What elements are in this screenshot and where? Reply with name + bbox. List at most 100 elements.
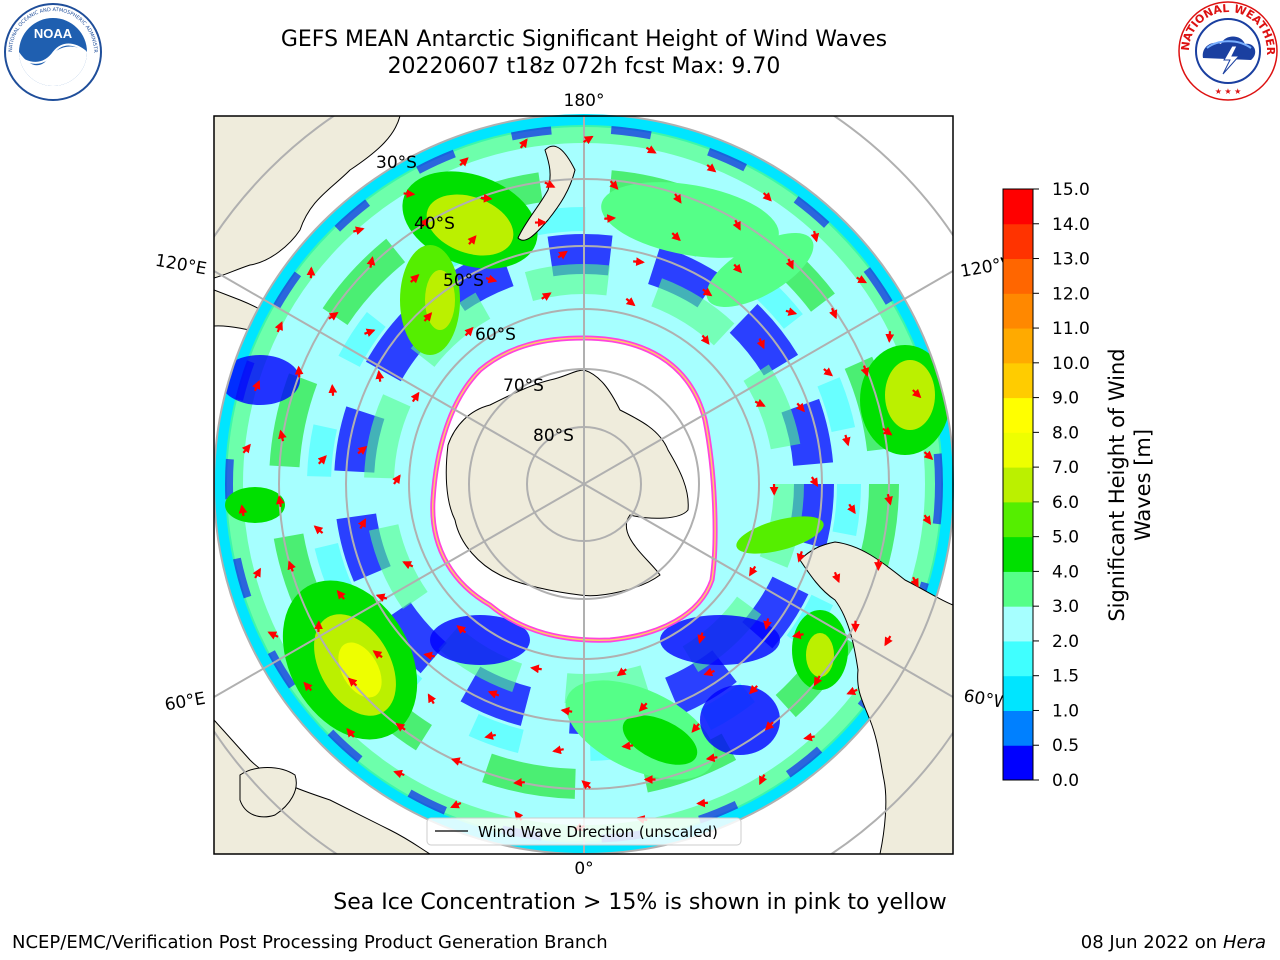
nws-logo-icon: NATIONAL WEATHER SERVICE ★ ★ ★ [1177, 0, 1278, 101]
lat-label-30s: 30°S [376, 153, 417, 173]
direction-arrow [336, 589, 346, 600]
direction-arrow [696, 798, 709, 808]
direction-arrow [276, 495, 285, 507]
direction-arrow [313, 525, 324, 535]
direction-arrow [581, 780, 592, 790]
colorbar-tick-label: 15.0 [1052, 180, 1090, 200]
lat-label-80s: 80°S [533, 426, 574, 446]
direction-arrow [697, 632, 706, 644]
direction-arrow [785, 258, 794, 270]
direction-arrow [856, 275, 868, 284]
direction-arrow [700, 334, 710, 345]
colorbar-swatch [1003, 223, 1033, 260]
direction-arrow [829, 307, 838, 320]
colorbar-tick-label: 10.0 [1052, 354, 1090, 374]
map-frame [213, 115, 954, 855]
direction-arrow [518, 138, 528, 149]
direction-arrow [749, 565, 758, 577]
direction-arrow [604, 214, 617, 223]
colorbar-swatch [1003, 675, 1033, 711]
direction-arrow [395, 722, 406, 732]
direction-arrow [409, 274, 420, 284]
direction-arrow [328, 384, 338, 396]
colorbar-swatch [1003, 501, 1033, 538]
map-legend: Wind Wave Direction (unscaled) [426, 817, 742, 846]
direction-arrow [810, 230, 820, 243]
lon-label-0: 0° [574, 859, 593, 879]
colorbar-swatch [1003, 397, 1033, 433]
direction-arrow [702, 287, 713, 297]
direction-arrow [795, 402, 805, 413]
direction-arrow [372, 650, 383, 660]
wind-wave-direction-arrows [238, 135, 934, 832]
colorbar-tick-label: 11.0 [1052, 319, 1090, 339]
colorbar-swatch [1003, 745, 1033, 781]
colorbar-tick-label: 1.0 [1052, 701, 1079, 721]
colorbar-tick-label: 0.0 [1052, 771, 1079, 791]
direction-arrow [638, 702, 648, 712]
direction-arrow [809, 476, 819, 487]
chart-subtitle: 20220607 t18z 072h fcst Max: 9.70 [387, 54, 781, 79]
direction-arrow [732, 219, 741, 231]
lat-label-70s: 70°S [503, 376, 544, 396]
direction-arrow [357, 518, 367, 529]
colorbar: 0.0 0.5 1.0 1.5 2.0 3.0 4.0 5.0 6.0 7.0 8.0 9.0 10.0… [1002, 180, 1090, 791]
colorbar-swatch [1003, 293, 1033, 329]
direction-arrow [450, 800, 462, 809]
colorbar-swatch [1003, 606, 1033, 642]
direction-arrow [252, 380, 261, 392]
direction-arrow [375, 370, 385, 382]
direction-arrow [352, 226, 365, 235]
direction-arrow [347, 677, 358, 687]
direction-arrow [813, 675, 823, 687]
direction-arrow [357, 445, 368, 455]
direction-arrow [557, 250, 568, 260]
lon-label-180: 180° [564, 91, 605, 111]
direction-arrow [910, 576, 919, 588]
direction-arrow [513, 778, 525, 787]
direction-arrow [803, 732, 815, 742]
direction-arrow [427, 693, 437, 705]
footer-machine: Hera [1222, 932, 1266, 953]
direction-arrow [846, 686, 858, 695]
chart-title: GEFS MEAN Antarctic Significant Height o… [280, 27, 888, 52]
direction-arrow [303, 681, 313, 692]
direction-arrow [480, 193, 493, 203]
direction-arrow [671, 231, 681, 242]
direction-arrow [274, 321, 283, 333]
direction-arrow [785, 307, 798, 316]
direction-arrow [823, 367, 833, 377]
direction-arrow [541, 292, 552, 301]
colorbar-tick-label: 0.5 [1052, 736, 1079, 756]
direction-arrow [884, 635, 893, 647]
direction-arrow [392, 474, 401, 485]
colorbar-swatch [1003, 467, 1033, 503]
antarctica-land [445, 369, 689, 597]
lon-label-60e: 60°E [163, 689, 207, 716]
madagascar-land [239, 767, 297, 818]
direction-arrow [885, 331, 895, 343]
direction-arrow [621, 741, 634, 751]
direction-arrow [484, 731, 496, 740]
direction-arrow [410, 391, 420, 403]
colorbar-tick-label: 8.0 [1052, 423, 1079, 443]
direction-arrow [294, 365, 304, 378]
direction-arrow [645, 145, 657, 154]
direction-arrow [691, 723, 701, 733]
direction-arrow [423, 651, 436, 661]
colorbar-tick-label: 7.0 [1052, 458, 1079, 478]
direction-arrow [530, 664, 542, 674]
direction-arrow [402, 561, 414, 570]
direction-arrow [841, 434, 851, 447]
colorbar-label-line1: Significant Height of Wind [1105, 348, 1129, 622]
direction-arrow [831, 571, 841, 584]
noaa-logo-icon: NOAA NATIONAL OCEANIC AND ATMOSPHERIC AD… [2, 2, 102, 101]
sea-ice-note-text: Sea Ice Concentration > 15% is shown in … [333, 890, 947, 915]
legend-label: Wind Wave Direction (unscaled) [478, 823, 718, 841]
colorbar-swatch [1003, 258, 1033, 294]
lat-label-40s: 40°S [414, 214, 455, 234]
direction-arrow [420, 217, 429, 228]
direction-arrow [796, 551, 806, 563]
direction-arrow [732, 263, 743, 274]
